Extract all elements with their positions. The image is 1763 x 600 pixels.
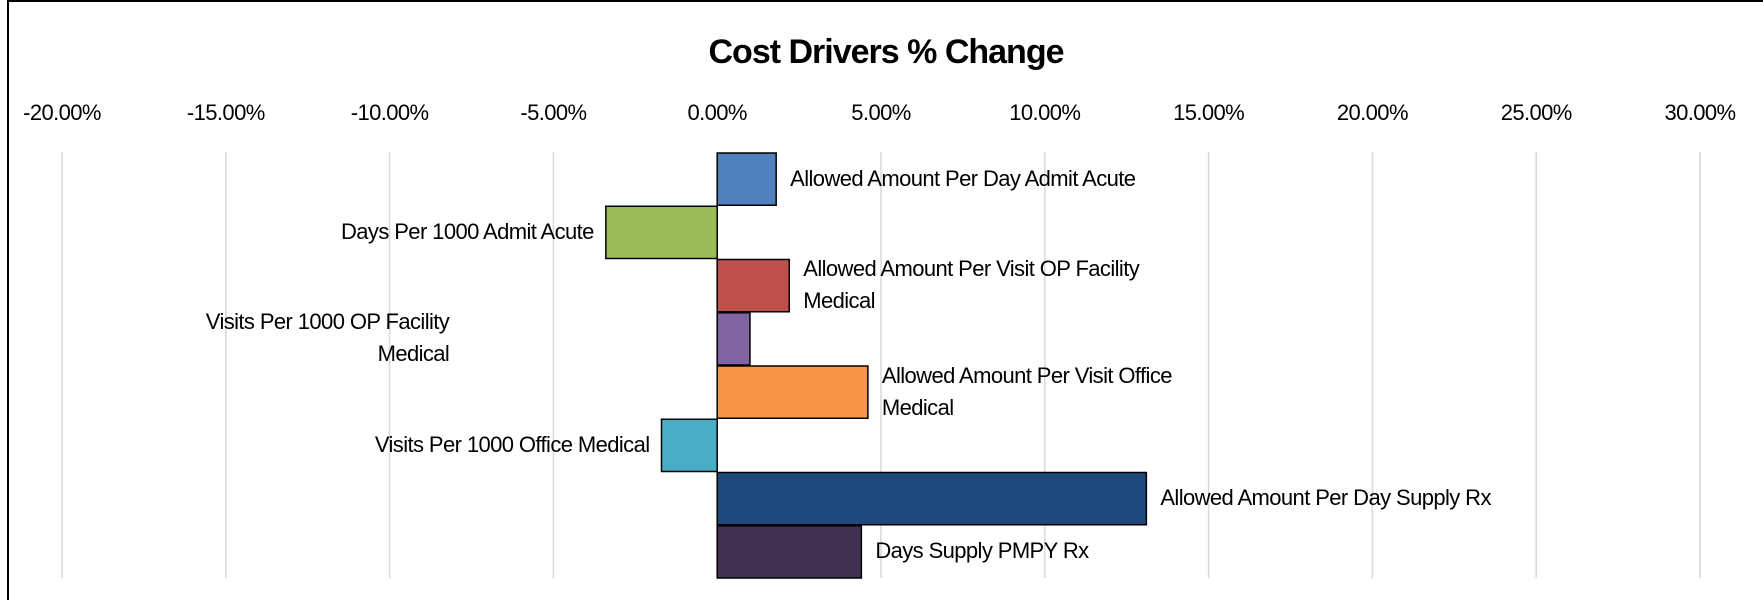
bar	[716, 258, 791, 313]
bar-label: Visits Per 1000 OP Facility Medical	[205, 309, 450, 367]
bar-label: Days Per 1000 Admit Acute	[341, 218, 594, 244]
chart-title: Cost Drivers % Change	[709, 33, 1064, 71]
bar-label: Allowed Amount Per Visit OP Facility Med…	[803, 256, 1140, 314]
bar	[660, 418, 718, 473]
x-tick-label: 20.00%	[1337, 100, 1408, 125]
bar-label: Days Supply PMPY Rx	[875, 538, 1089, 564]
x-tick-label: 5.00%	[851, 100, 910, 125]
bar-label: Allowed Amount Per Visit Office Medical	[881, 362, 1173, 420]
bar	[716, 365, 869, 419]
x-tick-label: -20.00%	[23, 100, 101, 125]
bar-label: Allowed Amount Per Day Supply Rx	[1160, 485, 1491, 511]
x-tick-label: -5.00%	[520, 100, 586, 125]
bar	[716, 525, 863, 579]
x-tick-label: 15.00%	[1173, 100, 1244, 125]
bar-label: Allowed Amount Per Day Admit Acute	[790, 165, 1136, 191]
x-tick-label: -15.00%	[187, 100, 265, 125]
bar-label: Visits Per 1000 Office Medical	[374, 431, 650, 457]
bar	[716, 312, 751, 366]
frame	[7, 0, 1763, 600]
x-tick-label: -10.00%	[351, 100, 429, 125]
bar	[716, 152, 777, 206]
bar	[605, 205, 718, 260]
x-tick-label: 30.00%	[1664, 100, 1735, 125]
x-tick-label: 25.00%	[1501, 100, 1572, 125]
x-tick-label: 0.00%	[688, 100, 747, 125]
bar	[716, 471, 1148, 526]
x-tick-label: 10.00%	[1009, 100, 1080, 125]
